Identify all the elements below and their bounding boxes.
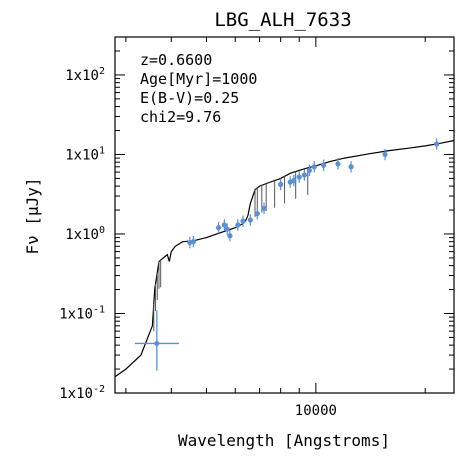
- photometry-marker: [154, 340, 160, 347]
- photometry-marker: [296, 174, 302, 180]
- plot-area: [114, 138, 455, 378]
- photometry-point: [320, 159, 327, 172]
- photometry-point: [190, 235, 196, 248]
- photometry-marker: [190, 239, 196, 245]
- photometry-marker: [434, 141, 440, 147]
- photometry-point: [216, 221, 222, 234]
- photometry-point: [134, 310, 179, 371]
- photometry-point: [278, 178, 284, 191]
- y-tick-label: 1x100: [65, 225, 105, 243]
- photometry-marker: [224, 226, 230, 232]
- photometry-point: [221, 219, 227, 231]
- model-sed-line: [114, 139, 455, 378]
- photometry-marker: [247, 217, 253, 223]
- y-axis-ticks: 1x10-2 1x10-1 1x100 1x101 1x102: [59, 36, 454, 402]
- y-axis-label: Fν [μJy]: [23, 177, 42, 254]
- annotation-extinction: E(B-V)=0.25: [140, 89, 239, 107]
- photometry-point: [247, 214, 253, 226]
- annotation-redshift: z=0.6600: [140, 51, 212, 69]
- photometry-marker: [335, 161, 341, 167]
- photometry-marker: [320, 162, 327, 168]
- chart-title: LBG_ALH_7633: [214, 9, 351, 31]
- photometry-point: [434, 138, 440, 150]
- x-tick-label: 10000: [295, 403, 337, 419]
- photometry-marker: [348, 164, 354, 170]
- photometry-point: [254, 207, 260, 220]
- plot-frame: [114, 36, 455, 394]
- photometry-point: [227, 230, 233, 242]
- photometry-marker: [261, 205, 267, 211]
- photometry-point: [306, 164, 313, 177]
- photometry-marker: [278, 181, 284, 188]
- photometry-marker: [291, 177, 297, 184]
- photometry-marker: [254, 211, 260, 217]
- photometry-marker: [240, 218, 246, 224]
- photometry-marker: [382, 151, 388, 158]
- photometry-point: [291, 174, 297, 187]
- photometry-point: [301, 169, 308, 181]
- photometry-marker: [227, 233, 233, 239]
- photometry-point: [382, 148, 388, 161]
- y-tick-label: 1x102: [65, 66, 105, 84]
- photometry-point: [335, 158, 341, 170]
- y-tick-label: 1x10-2: [59, 384, 105, 402]
- annotation-age: Age[Myr]=1000: [140, 70, 257, 88]
- photometry-point: [240, 215, 246, 227]
- photometry-marker: [221, 222, 227, 228]
- annotation-chi2: chi2=9.76: [140, 108, 221, 126]
- photometry-point: [261, 202, 267, 215]
- photometry-point: [311, 161, 317, 173]
- photometry-marker: [311, 164, 317, 170]
- photometry-point: [235, 219, 241, 231]
- photometry-point: [348, 161, 354, 173]
- photometry-marker: [306, 167, 313, 174]
- x-axis-label: Wavelength [Angstroms]: [178, 431, 390, 450]
- photometry-marker: [216, 225, 222, 231]
- fit-annotations: z=0.6600 Age[Myr]=1000 E(B-V)=0.25 chi2=…: [140, 51, 257, 126]
- photometry-marker: [301, 172, 308, 178]
- photometry-point: [296, 171, 302, 183]
- y-tick-label: 1x101: [65, 145, 105, 163]
- y-tick-label: 1x10-1: [59, 304, 105, 322]
- photometry-point: [224, 223, 230, 235]
- x-axis-ticks: 10000: [125, 37, 426, 419]
- photometry-marker: [235, 222, 241, 228]
